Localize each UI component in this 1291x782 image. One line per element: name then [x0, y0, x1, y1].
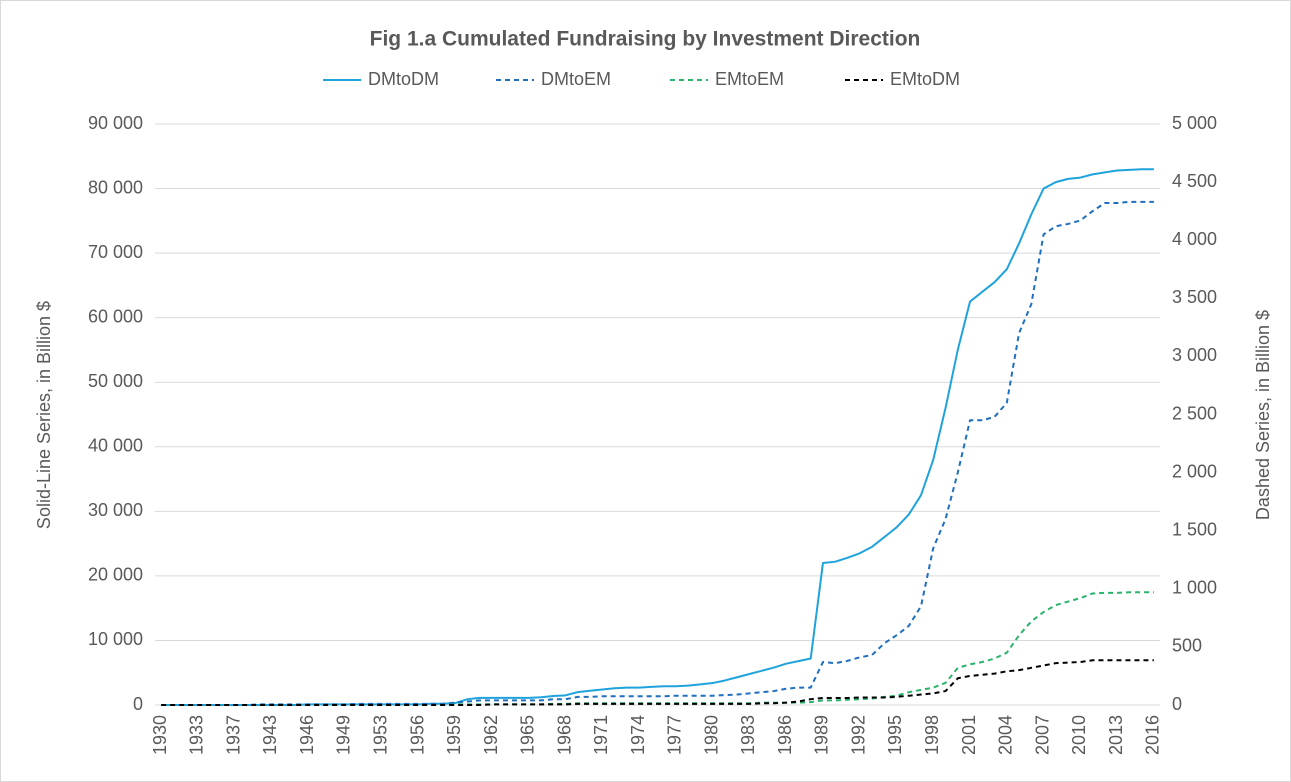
- legend-label: DMtoDM: [368, 69, 439, 89]
- y2-tick-label: 2 000: [1172, 461, 1217, 481]
- x-tick-label: 1971: [591, 715, 611, 755]
- y-tick-label: 90 000: [88, 113, 143, 133]
- y2-tick-label: 3 000: [1172, 345, 1217, 365]
- y-tick-label: 80 000: [88, 177, 143, 197]
- y2-axis-label: Dashed Series, in Billion $: [1253, 310, 1273, 520]
- y2-tick-label: 1 500: [1172, 519, 1217, 539]
- y-axis-label: Solid-Line Series, in Billion $: [34, 301, 54, 529]
- x-tick-label: 1946: [297, 715, 317, 755]
- y2-tick-label: 500: [1172, 636, 1202, 656]
- x-tick-label: 2007: [1032, 715, 1052, 755]
- x-tick-label: 1968: [554, 715, 574, 755]
- x-tick-label: 2013: [1106, 715, 1126, 755]
- x-tick-label: 1959: [444, 715, 464, 755]
- x-tick-label: 2016: [1143, 715, 1163, 755]
- x-tick-label: 1953: [370, 715, 390, 755]
- x-tick-label: 1937: [223, 715, 243, 755]
- y2-tick-label: 4 000: [1172, 229, 1217, 249]
- x-tick-label: 2010: [1069, 715, 1089, 755]
- x-tick-label: 1962: [481, 715, 501, 755]
- y-tick-label: 30 000: [88, 500, 143, 520]
- x-tick-label: 1965: [518, 715, 538, 755]
- y2-tick-label: 4 500: [1172, 171, 1217, 191]
- y-tick-label: 60 000: [88, 306, 143, 326]
- x-tick-label: 1995: [885, 715, 905, 755]
- x-tick-label: 1949: [334, 715, 354, 755]
- x-tick-label: 1992: [848, 715, 868, 755]
- x-tick-label: 1986: [775, 715, 795, 755]
- legend-label: EMtoDM: [890, 69, 960, 89]
- y2-tick-label: 0: [1172, 694, 1182, 714]
- y2-tick-label: 5 000: [1172, 113, 1217, 133]
- y2-tick-label: 3 500: [1172, 287, 1217, 307]
- chart-title: Fig 1.a Cumulated Fundraising by Investm…: [370, 28, 921, 51]
- x-tick-label: 1974: [628, 715, 648, 755]
- x-tick-label: 1933: [187, 715, 207, 755]
- y-tick-label: 10 000: [88, 629, 143, 649]
- x-tick-label: 1977: [665, 715, 685, 755]
- y2-tick-label: 1 000: [1172, 578, 1217, 598]
- y-tick-label: 0: [133, 694, 143, 714]
- x-tick-label: 2004: [996, 715, 1016, 755]
- x-tick-label: 1998: [922, 715, 942, 755]
- x-tick-label: 1956: [407, 715, 427, 755]
- y-tick-label: 70 000: [88, 242, 143, 262]
- x-tick-label: 2001: [959, 715, 979, 755]
- y-tick-label: 20 000: [88, 565, 143, 585]
- x-tick-label: 1983: [738, 715, 758, 755]
- legend-label: DMtoEM: [541, 69, 611, 89]
- y-tick-label: 50 000: [88, 371, 143, 391]
- x-tick-label: 1930: [150, 715, 170, 755]
- series-line: [161, 659, 1154, 706]
- x-tick-label: 1943: [260, 715, 280, 755]
- y-tick-label: 40 000: [88, 436, 143, 456]
- x-tick-label: 1989: [812, 715, 832, 755]
- legend-label: EMtoEM: [715, 69, 784, 89]
- y2-tick-label: 2 500: [1172, 403, 1217, 423]
- x-tick-label: 1980: [701, 715, 721, 755]
